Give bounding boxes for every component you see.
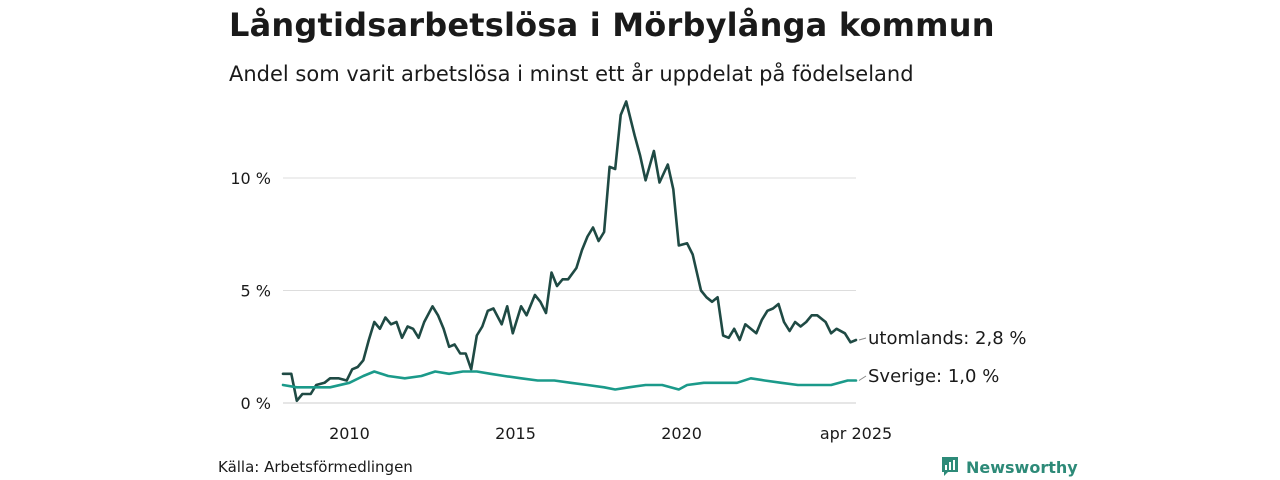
series-line-sverige bbox=[281, 370, 858, 391]
y-axis-ticks: 0 % 5 % 10 % bbox=[230, 169, 271, 413]
x-tick-label: 2015 bbox=[495, 424, 536, 443]
gridlines bbox=[283, 177, 856, 404]
series-lines bbox=[281, 100, 858, 403]
end-label-connector bbox=[858, 375, 867, 381]
x-axis-ticks: 2010 2015 2020 apr 2025 bbox=[329, 424, 892, 443]
y-tick-label: 5 % bbox=[241, 282, 271, 301]
page-title: Långtidsarbetslösa i Mörbylånga kommun bbox=[229, 6, 995, 44]
end-labels: utomlands: 2,8 % Sverige: 1,0 % bbox=[858, 328, 1027, 387]
x-tick-label: apr 2025 bbox=[820, 424, 892, 443]
source-note: Källa: Arbetsförmedlingen bbox=[218, 458, 413, 476]
series-line-utomlands bbox=[281, 100, 858, 403]
brand-name: Newsworthy bbox=[966, 457, 1078, 477]
x-tick-label: 2010 bbox=[329, 424, 370, 443]
page-subtitle: Andel som varit arbetslösa i minst ett å… bbox=[229, 62, 914, 86]
end-label-utomlands: utomlands: 2,8 % bbox=[868, 328, 1027, 349]
x-tick-label: 2020 bbox=[661, 424, 702, 443]
brand-logo: Newsworthy bbox=[940, 456, 1078, 478]
y-tick-label: 0 % bbox=[241, 394, 271, 413]
bar-chart-speech-icon bbox=[942, 457, 958, 476]
end-label-sverige: Sverige: 1,0 % bbox=[868, 366, 999, 387]
end-label-connector bbox=[858, 337, 867, 341]
y-tick-label: 10 % bbox=[230, 169, 271, 188]
